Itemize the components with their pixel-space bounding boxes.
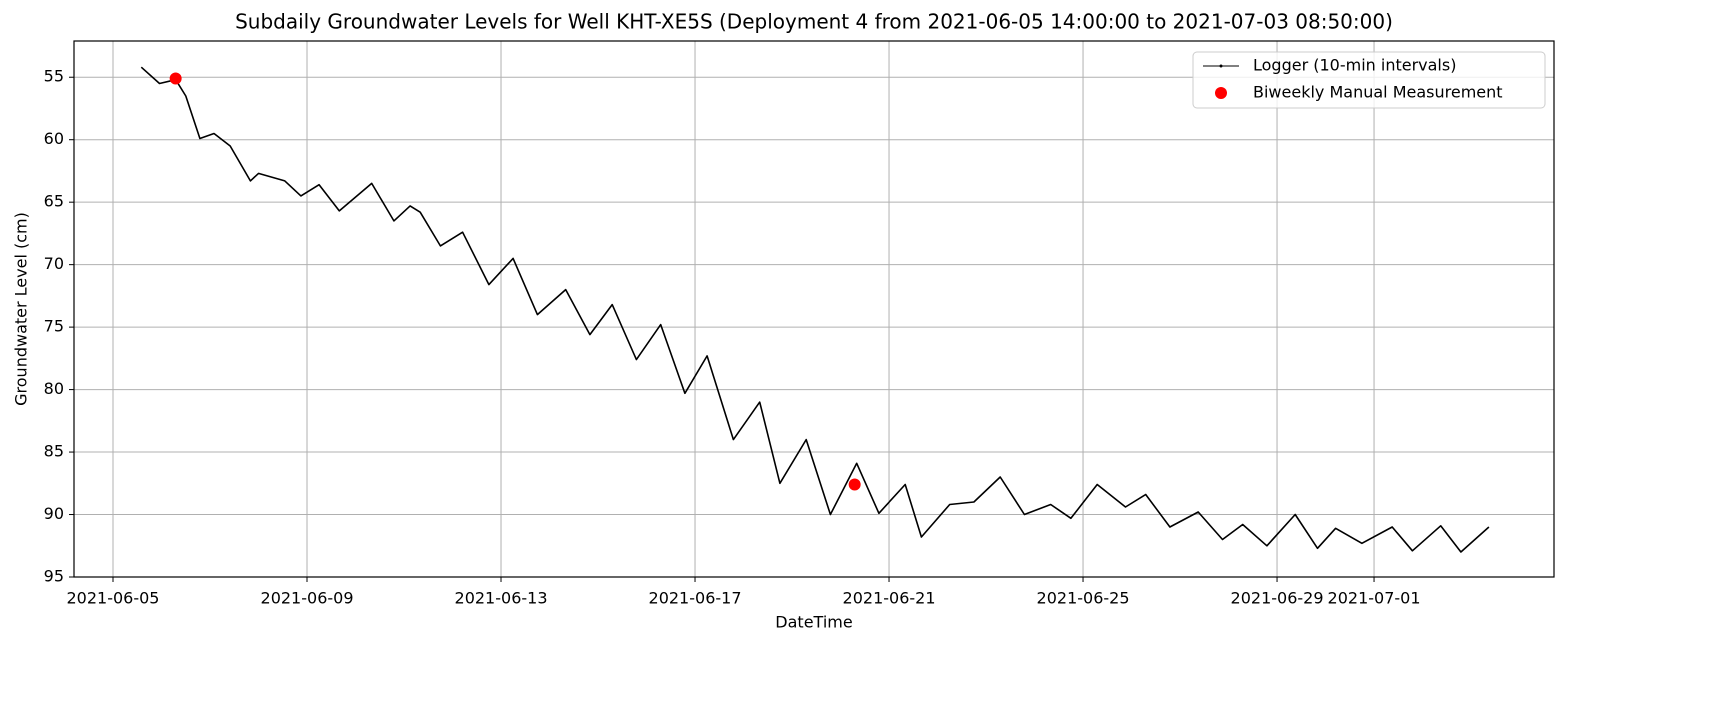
x-tick-label: 2021-06-25 — [1037, 589, 1130, 608]
legend-label: Logger (10-min intervals) — [1253, 56, 1456, 75]
y-tick-label: 95 — [44, 567, 64, 586]
y-tick-label: 55 — [44, 67, 64, 86]
plot-frame — [73, 40, 1555, 578]
y-tick-label: 80 — [44, 379, 64, 398]
manual-point — [169, 72, 182, 85]
y-tick-label: 60 — [44, 129, 64, 148]
manual-point — [848, 478, 861, 491]
x-axis-label: DateTime — [775, 613, 852, 632]
legend-swatch — [1215, 87, 1227, 99]
x-tick-label: 2021-06-09 — [261, 589, 354, 608]
legend-label: Biweekly Manual Measurement — [1253, 83, 1503, 102]
x-tick-label: 2021-06-05 — [67, 589, 160, 608]
x-tick-label: 2021-06-17 — [649, 589, 742, 608]
logger-line — [140, 66, 1490, 553]
y-tick-label: 85 — [44, 442, 64, 461]
y-tick-label: 65 — [44, 192, 64, 211]
legend-swatch — [1219, 64, 1223, 68]
y-tick-label: 70 — [44, 254, 64, 273]
legend-box — [1192, 51, 1546, 109]
y-axis-label: Groundwater Level (cm) — [12, 212, 31, 406]
x-tick-label: 2021-06-13 — [455, 589, 548, 608]
legend: Logger (10-min intervals) Biweekly Manual… — [1192, 51, 1546, 109]
x-tick-label: 2021-06-21 — [843, 589, 936, 608]
y-tick-label: 90 — [44, 504, 64, 523]
chart-title: Subdaily Groundwater Levels for Well KHT… — [235, 10, 1393, 34]
plot-marks — [140, 66, 1490, 553]
x-tick-label: 2021-06-29 — [1231, 589, 1324, 608]
y-tick-label: 75 — [44, 317, 64, 336]
x-tick-label: 2021-07-01 — [1328, 589, 1421, 608]
